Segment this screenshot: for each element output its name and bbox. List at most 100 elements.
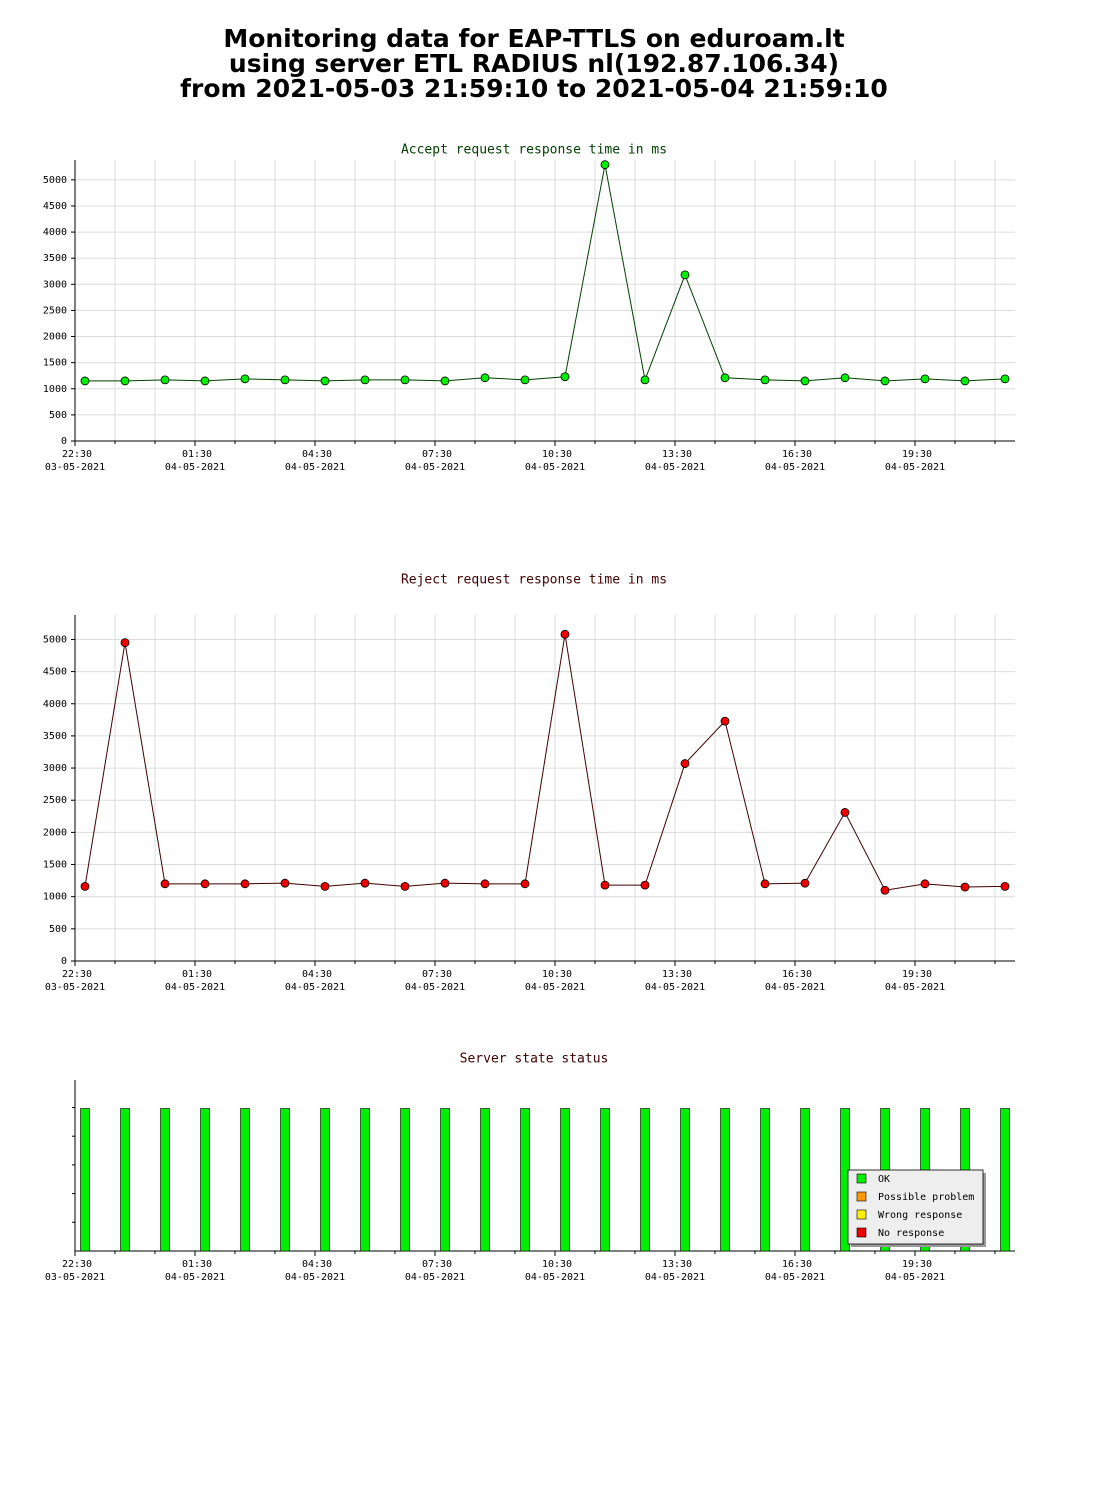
- data-point: [840, 373, 850, 383]
- y-tick-label: 2500: [43, 795, 67, 806]
- data-point: [440, 878, 450, 888]
- bar: [1000, 1108, 1010, 1252]
- x-tick-label: 19:30: [902, 449, 932, 460]
- bar: [640, 1108, 650, 1252]
- bar: [680, 1108, 690, 1252]
- x-tick-date: 04-05-2021: [645, 462, 705, 473]
- main-title: using server ETL RADIUS nl(192.87.106.34…: [229, 49, 839, 78]
- data-point: [120, 638, 130, 648]
- data-point: [520, 375, 530, 385]
- bar: [720, 1108, 730, 1252]
- x-tick-label: 10:30: [542, 1259, 572, 1270]
- chart: Accept request response time in ms 0 500 10…: [43, 143, 1015, 473]
- y-tick-label: 0: [61, 956, 67, 967]
- x-tick-date: 04-05-2021: [525, 462, 585, 473]
- data-point: [280, 878, 290, 888]
- legend-label: Wrong response: [878, 1210, 962, 1221]
- y-tick-label: 2000: [43, 827, 67, 838]
- x-tick-label: 07:30: [422, 969, 452, 980]
- bar: [400, 1108, 410, 1252]
- x-tick-date: 04-05-2021: [285, 462, 345, 473]
- data-point: [200, 376, 210, 386]
- x-tick-label: 01:30: [182, 1259, 212, 1270]
- x-tick-label: 16:30: [782, 449, 812, 460]
- data-point: [960, 376, 970, 386]
- legend-label: Possible problem: [878, 1192, 974, 1203]
- y-tick-label: 0: [61, 436, 67, 447]
- y-tick-label: 1000: [43, 892, 67, 903]
- data-line: [84, 634, 1006, 891]
- y-tick-label: 3000: [43, 279, 67, 290]
- y-tick-label: 4500: [43, 201, 67, 212]
- data-line: [85, 164, 1006, 382]
- x-tick-date: 04-05-2021: [885, 1272, 945, 1283]
- x-tick-date: 04-05-2021: [885, 982, 945, 993]
- x-tick-date: 04-05-2021: [765, 462, 825, 473]
- x-tick-label: 07:30: [422, 449, 452, 460]
- x-tick-label: 04:30: [302, 1259, 332, 1270]
- bar: [320, 1108, 330, 1252]
- data-point: [560, 629, 570, 639]
- x-tick-date: 04-05-2021: [885, 462, 945, 473]
- x-tick-label: 19:30: [902, 1259, 932, 1270]
- y-tick-label: 3500: [43, 731, 67, 742]
- x-tick-label: 22:30: [62, 969, 92, 980]
- data-point: [800, 376, 810, 386]
- bar: [80, 1108, 90, 1252]
- data-point: [240, 879, 250, 889]
- data-point: [1000, 881, 1010, 891]
- y-tick-label: 500: [49, 410, 67, 421]
- data-point: [320, 881, 330, 891]
- y-tick-label: 5000: [43, 634, 67, 645]
- y-tick-label: 1500: [43, 860, 67, 871]
- bar: [240, 1108, 250, 1252]
- y-tick-label: 4000: [43, 699, 67, 710]
- data-point: [280, 375, 290, 385]
- bar: [520, 1108, 530, 1252]
- main-title: from 2021-05-03 21:59:10 to 2021-05-04 2…: [180, 74, 888, 103]
- data-point: [320, 376, 330, 386]
- y-tick-label: 5000: [43, 175, 67, 186]
- data-point: [1000, 374, 1010, 384]
- x-tick-date: 04-05-2021: [525, 1272, 585, 1283]
- x-tick-date: 04-05-2021: [285, 982, 345, 993]
- bar: [280, 1108, 290, 1252]
- data-point: [760, 375, 770, 385]
- x-tick-label: 13:30: [662, 969, 692, 980]
- x-tick-label: 13:30: [662, 1259, 692, 1270]
- x-tick-date: 04-05-2021: [765, 1272, 825, 1283]
- data-point: [760, 879, 770, 889]
- x-tick-label: 01:30: [182, 969, 212, 980]
- bar: [120, 1108, 130, 1252]
- x-tick-date: 04-05-2021: [165, 982, 225, 993]
- data-point: [480, 373, 490, 383]
- chart-title: Reject request response time in ms: [401, 573, 667, 588]
- bar: [600, 1108, 610, 1252]
- legend-label: No response: [878, 1228, 944, 1239]
- bar: [200, 1108, 210, 1252]
- x-tick-date: 04-05-2021: [165, 1272, 225, 1283]
- x-tick-label: 04:30: [302, 449, 332, 460]
- y-tick-label: 1500: [43, 358, 67, 369]
- data-point: [360, 375, 370, 385]
- data-point: [920, 374, 930, 384]
- data-point: [80, 376, 90, 386]
- data-point: [600, 880, 610, 890]
- data-point: [880, 885, 890, 895]
- chart: Server state status 22:30 03-05-2021 01:30 0…: [45, 1052, 1015, 1283]
- data-point: [520, 879, 530, 889]
- data-point: [720, 373, 730, 383]
- x-tick-date: 03-05-2021: [45, 1272, 105, 1283]
- x-tick-label: 10:30: [542, 449, 572, 460]
- data-point: [640, 880, 650, 890]
- chart: Reject request response time in ms 0 500 10…: [43, 573, 1015, 993]
- x-tick-label: 19:30: [902, 969, 932, 980]
- chart-title: Server state status: [460, 1052, 609, 1067]
- legend-swatch: [856, 1191, 867, 1202]
- data-point: [680, 270, 690, 280]
- y-tick-label: 4000: [43, 227, 67, 238]
- y-tick-label: 2500: [43, 305, 67, 316]
- x-tick-date: 04-05-2021: [645, 982, 705, 993]
- x-tick-label: 04:30: [302, 969, 332, 980]
